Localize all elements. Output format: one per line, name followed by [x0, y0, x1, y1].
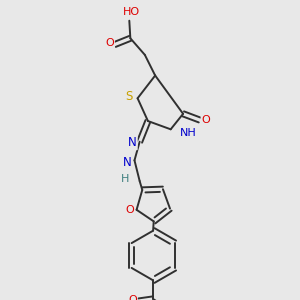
Text: H: H: [121, 174, 129, 184]
Text: S: S: [126, 90, 133, 103]
Text: O: O: [105, 38, 114, 48]
Text: O: O: [202, 115, 210, 125]
Text: N: N: [128, 136, 137, 149]
Text: O: O: [128, 295, 137, 300]
Text: O: O: [125, 205, 134, 215]
Text: N: N: [123, 156, 132, 169]
Text: NH: NH: [180, 128, 197, 138]
Text: HO: HO: [123, 8, 140, 17]
